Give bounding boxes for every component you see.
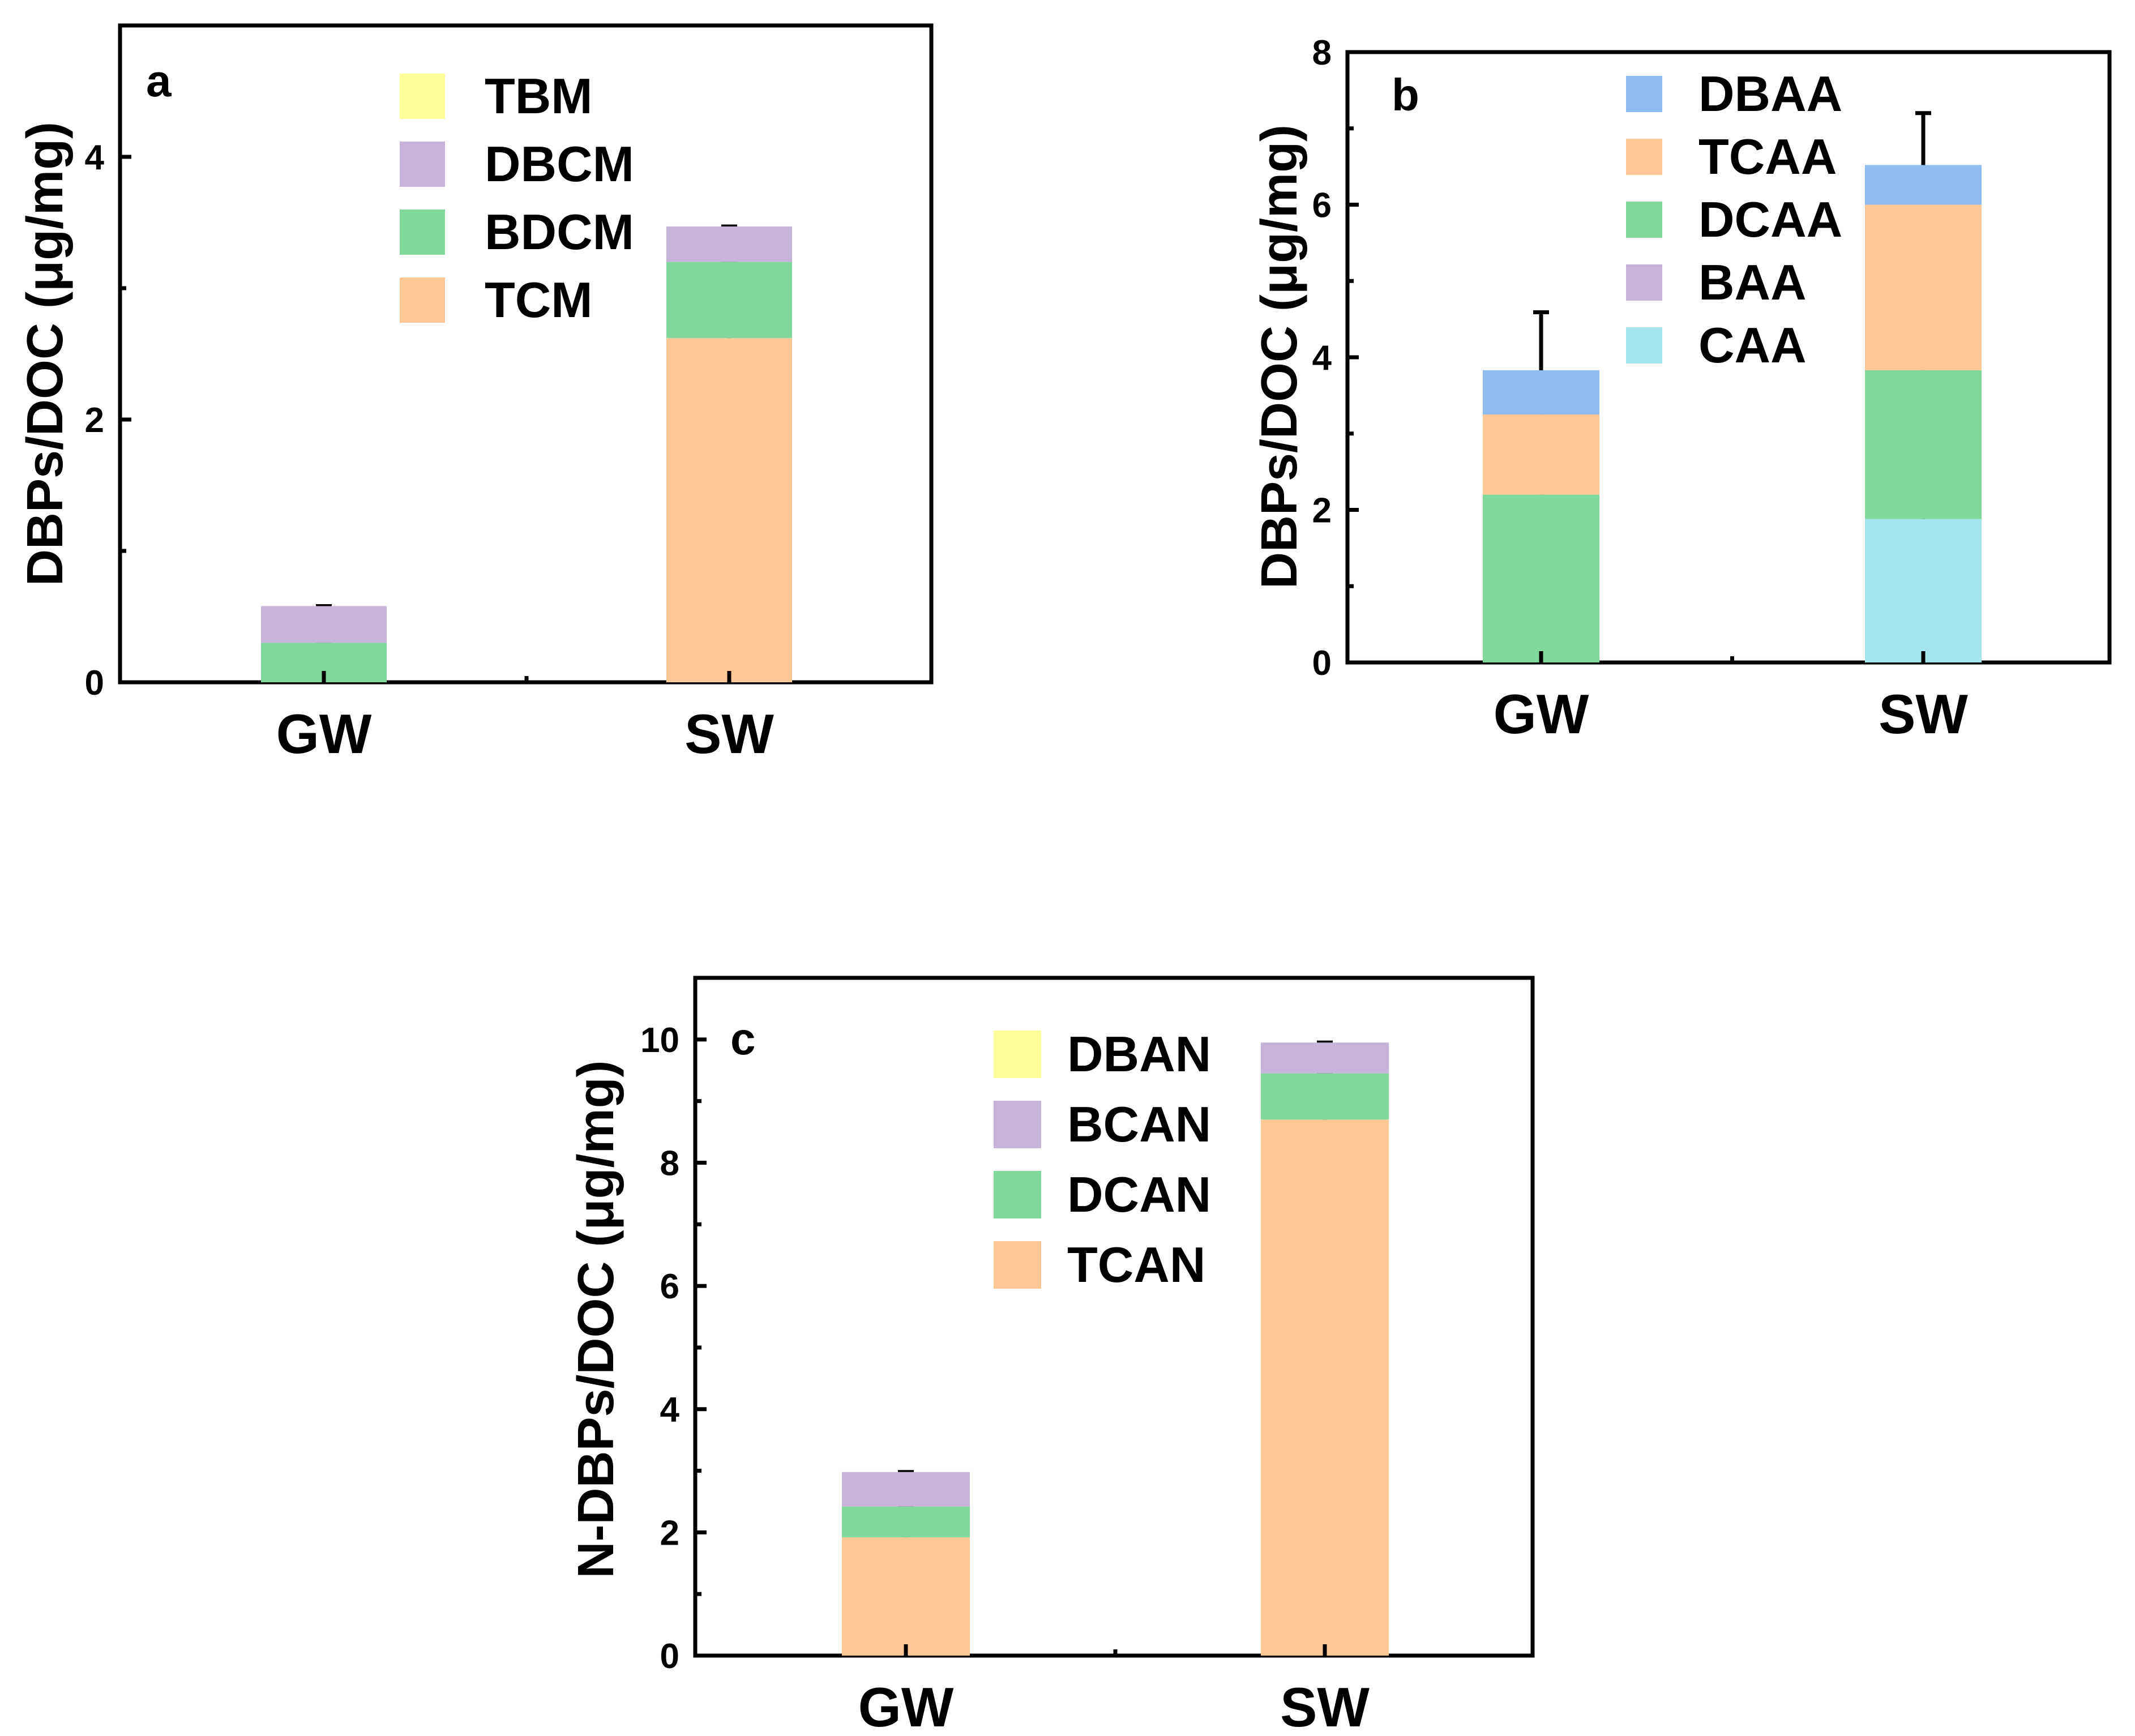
panel-a-bars [261,224,792,682]
panel-b-bars [1483,111,1982,662]
panel-c-legend-swatch [994,1031,1041,1078]
panel-c-ytick-label: 8 [660,1144,679,1183]
panel-b-ytick-label: 8 [1312,33,1332,72]
panel-b-legend-swatch [1626,264,1662,301]
panel-b-bar-SW-CAA [1865,519,1982,662]
panel-a-legend: TBM DBCM BDCM TCM [400,68,634,328]
panel-a-bar-GW-DBCM [261,606,387,643]
panel-b-legend-label: DCAA [1698,191,1842,247]
panel-c-bar-GW-TCAN [842,1537,970,1656]
panel-c-ytick-label: 0 [660,1637,679,1676]
panel-b-legend-label: DBAA [1698,66,1842,122]
panel-c-category-label: SW [1280,1676,1370,1736]
panel-b-bar-SW-DBAA [1865,165,1982,205]
panel-b-bar-GW-DBAA [1483,370,1599,415]
panel-b-legend-item-BAA: BAA [1626,254,1807,310]
panel-b-legend-swatch [1626,76,1662,112]
panel-a-ytick-label: 4 [85,138,105,177]
panel-c-legend-label: BCAN [1067,1096,1211,1152]
panel-c-ylabel: N-DBPs/DOC (μg/mg) [568,1060,624,1578]
panel-c-legend-item-DCAN: DCAN [994,1166,1211,1222]
panel-a-ytick-label: 2 [85,401,104,440]
panel-b: b DBPs/DOC (μg/mg) 0 2 4 6 8 GW SW DBAA TCAA DCA… [1251,33,2112,745]
panel-b-bar-GW-TCAA [1483,414,1599,495]
panel-c-legend-label: TCAN [1067,1237,1205,1293]
panel-a-category-label: SW [684,703,774,765]
panel-a-legend-item-TCM: TCM [400,272,593,328]
panel-c-legend-label: DCAN [1067,1166,1211,1222]
panel-c-legend-item-TCAN: TCAN [994,1237,1205,1293]
panel-a-legend-item-DBCM: DBCM [400,136,634,192]
panel-b-legend-item-DBAA: DBAA [1626,66,1842,122]
panel-c-legend: DBAN BCAN DCAN TCAN [994,1026,1211,1293]
panel-b-legend-label: BAA [1698,254,1807,310]
panel-c-legend-item-BCAN: BCAN [994,1096,1211,1152]
panel-a-legend-label: TBM [485,68,593,124]
panel-c-bar-SW-DCAN [1261,1073,1389,1120]
panel-c-legend-item-DBAN: DBAN [994,1026,1211,1082]
panel-b-ticks: 0 2 4 6 8 GW SW [1312,33,1969,745]
panel-a-ylabel: DBPs/DOC (μg/mg) [17,122,74,586]
panel-b-legend-swatch [1626,327,1662,364]
panel-b-legend-item-CAA: CAA [1626,317,1807,373]
panel-a-legend-swatch [400,277,445,323]
panel-c-bar-GW-BCAN [842,1472,970,1507]
panel-c-legend-swatch [994,1101,1041,1148]
panel-c-bar-SW-TCAN [1261,1119,1389,1656]
panel-c-ytick-label: 2 [660,1513,679,1553]
panel-c-legend-label: DBAN [1067,1026,1211,1082]
panel-a: a DBPs/DOC (μg/mg) 0 2 4 GW SW TBM DBCM BDCM TC… [17,23,934,765]
panel-c-label: c [730,1014,756,1064]
panel-b-bar-SW-TCAA [1865,204,1982,370]
panel-b-category-label: SW [1879,683,1968,745]
panel-b-legend: DBAA TCAA DCAA BAA CAA [1626,66,1842,373]
panel-a-legend-swatch [400,74,445,119]
panel-b-ytick-label: 6 [1312,186,1332,225]
panel-a-ticks: 0 2 4 GW SW [85,138,775,765]
panel-c-ytick-label: 4 [660,1391,680,1430]
panel-a-bar-SW-DBCM [666,226,792,262]
panel-a-ytick-label: 0 [85,664,104,703]
panel-b-legend-label: CAA [1698,317,1807,373]
panel-b-bar-GW-DCAA [1483,494,1599,662]
panel-b-ytick-label: 4 [1312,339,1332,378]
panel-a-legend-label: DBCM [485,136,634,192]
panel-c-ytick-label: 6 [660,1267,679,1306]
panel-a-label: a [146,55,172,106]
panel-a-legend-label: BDCM [485,204,634,260]
panel-b-ytick-label: 0 [1312,644,1332,683]
panel-b-legend-item-TCAA: TCAA [1626,129,1837,185]
panel-a-legend-item-TBM: TBM [400,68,593,124]
panel-c-legend-swatch [994,1171,1041,1218]
panel-c-ytick-label: 10 [640,1021,679,1060]
panel-a-legend-swatch [400,209,445,255]
panel-b-bar-SW-DCAA [1865,370,1982,519]
panel-a-legend-item-BDCM: BDCM [400,204,634,260]
panel-a-legend-swatch [400,142,445,187]
panel-a-category-label: GW [276,703,372,765]
panel-b-label: b [1392,70,1419,120]
panel-a-bar-SW-BDCM [666,262,792,339]
panel-b-legend-label: TCAA [1698,129,1837,185]
panel-c-bar-SW-BCAN [1261,1042,1389,1074]
panel-c-bars [842,1040,1389,1656]
panel-a-legend-label: TCM [485,272,593,328]
panel-b-category-label: GW [1494,683,1589,745]
panel-c-bar-GW-DCAN [842,1506,970,1538]
panel-a-frame [118,23,934,685]
panel-b-ytick-label: 2 [1312,491,1332,531]
panel-c-category-label: GW [858,1676,954,1736]
panel-c: c N-DBPs/DOC (μg/mg) 0 2 4 6 8 10 GW SW DBAN BCA… [568,976,1535,1736]
panel-a-bar-SW-TCM [666,338,792,682]
panel-b-ylabel: DBPs/DOC (μg/mg) [1251,125,1308,589]
panel-c-legend-swatch [994,1241,1041,1289]
panel-b-legend-swatch [1626,202,1662,238]
panel-b-legend-item-DCAA: DCAA [1626,191,1842,247]
panel-c-ticks: 0 2 4 6 8 10 GW SW [640,1021,1370,1736]
panel-b-legend-swatch [1626,139,1662,175]
